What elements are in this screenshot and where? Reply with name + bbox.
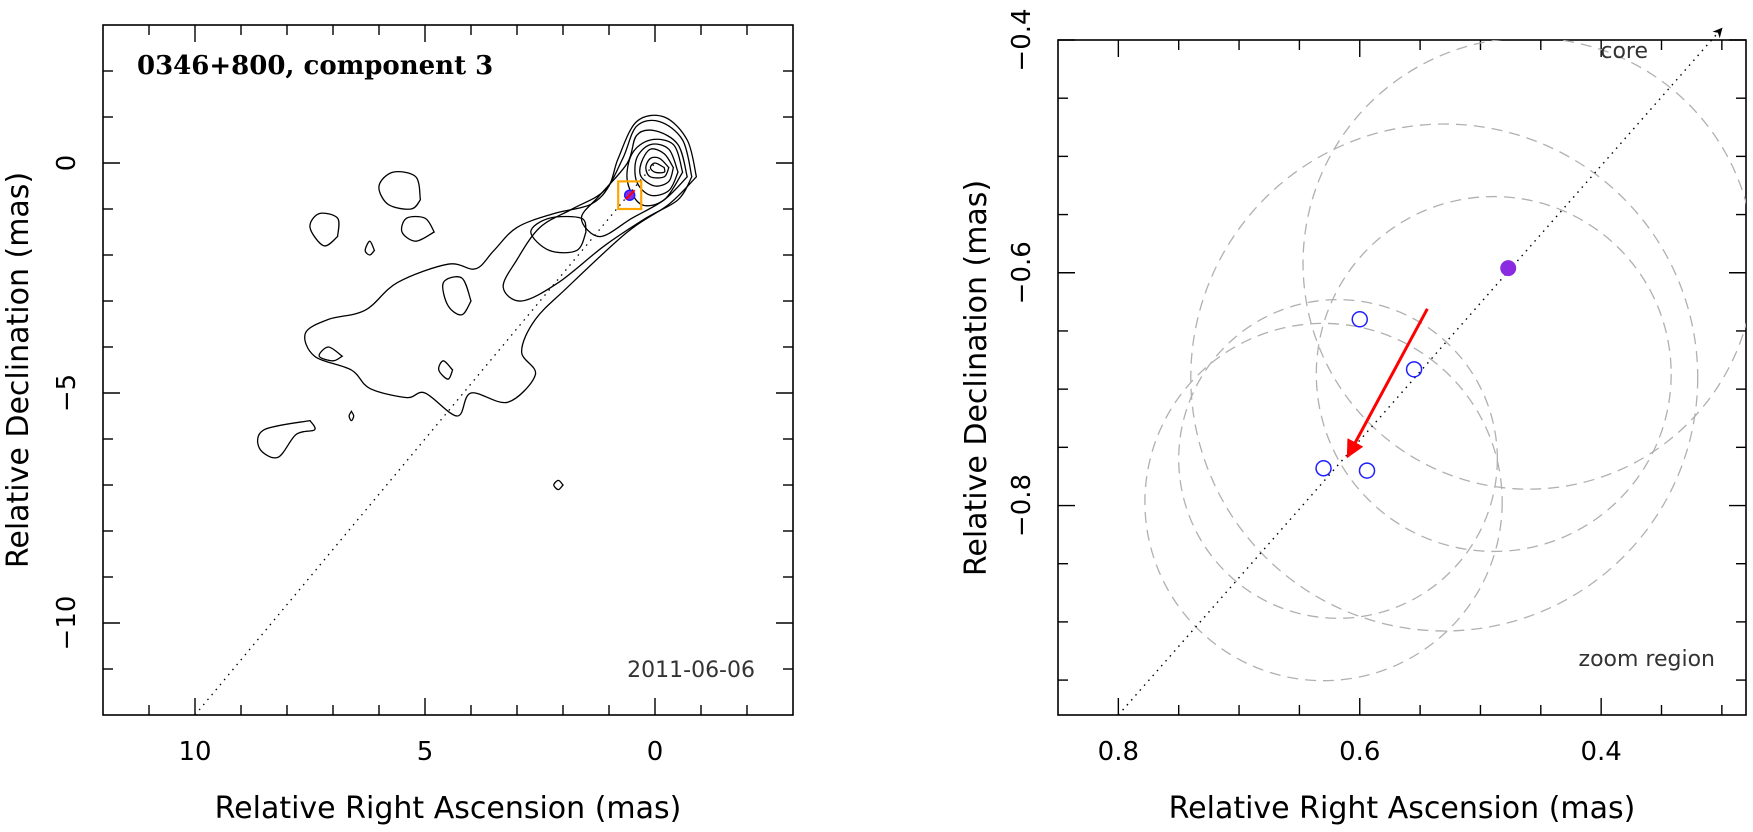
left-date-label: 2011-06-06 [627, 658, 755, 683]
right-y-tick-label: −0.4 [1007, 8, 1037, 71]
component-position-filled [1500, 260, 1517, 277]
right-x-tick-label: 0.4 [1580, 737, 1621, 767]
right-y-tick-label: −0.8 [1007, 474, 1037, 537]
contour-line [318, 346, 344, 362]
right-xlabel: Relative Right Ascension (mas) [1169, 791, 1636, 826]
left-x-tick-label: 0 [647, 737, 664, 767]
left-y-tick-label: −10 [52, 596, 82, 651]
right-plot-frame [1057, 39, 1747, 716]
component-motion-mark [624, 189, 636, 200]
component-position-open [1358, 462, 1376, 479]
left-contours [256, 114, 698, 491]
contour-line [400, 215, 436, 242]
zoom-region-label: zoom region [1579, 647, 1715, 672]
right-panel: 0.8 0.6 0.4 −0.4 −0.6 −0.8 core zoom region R… [959, 8, 1747, 826]
contour-line [580, 129, 688, 238]
contour-line [442, 276, 472, 316]
left-tick-labels: 10 5 0 0 −5 −10 [52, 155, 663, 767]
contour-line [639, 148, 675, 187]
core-label: core [1600, 39, 1648, 64]
right-x-tick-label: 0.8 [1098, 737, 1139, 767]
uncertainty-circle [1178, 298, 1499, 619]
contour-line [645, 156, 670, 179]
left-marks [194, 162, 656, 715]
contour-line [364, 240, 376, 256]
uncertainty-circle [1302, 40, 1746, 490]
right-tick-labels: 0.8 0.6 0.4 −0.4 −0.6 −0.8 [1007, 8, 1622, 767]
left-jet-axis [194, 162, 656, 715]
zoom-region-box [617, 180, 643, 211]
motion-vector-arrow [1346, 308, 1429, 459]
right-marks [1117, 27, 1723, 716]
left-xlabel: Relative Right Ascension (mas) [215, 791, 682, 826]
left-x-tick-label: 5 [417, 737, 434, 767]
component-position-open [1405, 361, 1423, 378]
contour-line [438, 360, 454, 380]
right-ylabel: Relative Declination (mas) [959, 180, 994, 576]
uncertainty-circle [1144, 322, 1503, 682]
contour-line [530, 215, 587, 254]
contour-line [626, 138, 684, 207]
right-jet-axis [1117, 27, 1723, 716]
left-plot-frame [102, 24, 794, 716]
uncertainty-circle [1190, 123, 1699, 632]
contour-line [634, 143, 679, 197]
right-y-tick-label: −0.6 [1007, 241, 1037, 304]
contour-line [309, 212, 340, 247]
right-axis-ticks [1058, 39, 1746, 715]
left-x-tick-label: 10 [178, 737, 211, 767]
uncertainty-circle [1315, 195, 1672, 553]
left-axis-ticks [103, 25, 793, 715]
contour-line [378, 170, 422, 210]
right-x-tick-label: 0.6 [1339, 737, 1380, 767]
left-title: 0346+800, component 3 [137, 51, 493, 81]
right-uncertainty-circles [1144, 40, 1746, 682]
left-ylabel: Relative Declination (mas) [1, 172, 36, 568]
contour-line [304, 114, 698, 417]
contour-line [502, 119, 693, 302]
contour-line [348, 409, 355, 422]
contour-line [553, 479, 564, 491]
contour-line [256, 419, 316, 459]
left-panel: 10 5 0 0 −5 −10 0346+800, component 3 2011-06… [1, 24, 794, 826]
component-position-open [1315, 460, 1332, 477]
left-y-tick-label: 0 [52, 155, 82, 172]
component-position-open [1351, 311, 1369, 328]
left-y-tick-label: −5 [52, 374, 82, 412]
contour-line [649, 162, 666, 174]
